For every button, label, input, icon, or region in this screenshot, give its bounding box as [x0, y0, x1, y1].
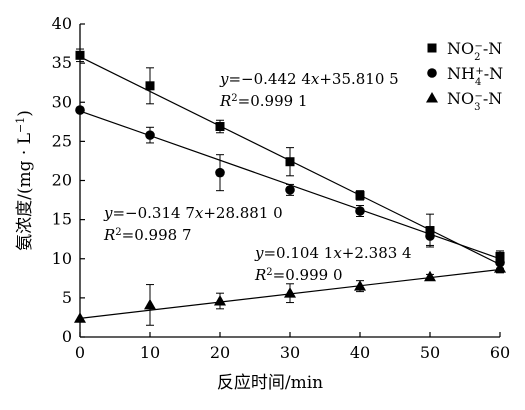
data-point — [215, 167, 225, 178]
legend-entry: NH4+-N — [427, 64, 503, 88]
y-tick-label: 10 — [52, 249, 72, 268]
r-squared-label: R2=0.998 7 — [103, 226, 192, 244]
data-point — [145, 130, 155, 140]
data-point — [494, 262, 506, 273]
data-point — [284, 287, 296, 298]
x-tick-label: 30 — [280, 343, 300, 362]
legend-label: NO3−-N — [447, 89, 502, 113]
x-axis-title: 反应时间/min — [217, 373, 323, 393]
data-point — [495, 251, 505, 261]
data-point — [355, 190, 365, 200]
data-point — [215, 122, 225, 132]
data-point — [424, 270, 436, 282]
data-point — [355, 206, 365, 216]
data-point — [214, 295, 226, 306]
x-tick-label: 20 — [210, 343, 230, 362]
legend-marker — [427, 43, 437, 53]
x-tick-label: 40 — [350, 343, 370, 362]
y-axis-title: 氨浓度/(mg · L−1) — [14, 110, 36, 251]
y-tick-label: 40 — [52, 14, 72, 33]
r-squared-label: R2=0.999 1 — [219, 92, 308, 110]
equation-label: y=0.104 1x+2.383 4 — [254, 244, 412, 262]
data-point — [144, 298, 156, 310]
data-point — [285, 185, 295, 195]
legend-marker — [426, 92, 438, 103]
y-tick-label: 20 — [52, 171, 72, 190]
y-tick-label: 30 — [52, 92, 72, 111]
data-point — [354, 280, 366, 291]
legend-label: NO2−-N — [447, 39, 502, 63]
y-tick-label: 15 — [52, 210, 72, 229]
r-squared-label: R2=0.999 0 — [254, 266, 343, 284]
y-tick-label: 25 — [52, 131, 72, 150]
x-tick-label: 50 — [420, 343, 440, 362]
x-tick-label: 10 — [140, 343, 160, 362]
labels: 反应时间/min 氨浓度/(mg · L−1) y=−0.442 4x+35.810… — [14, 70, 412, 393]
legend-entry: NO3−-N — [426, 89, 502, 113]
data-point — [425, 231, 435, 241]
series-circle — [75, 105, 505, 269]
y-tick-label: 35 — [52, 53, 72, 72]
equation-label: y=−0.314 7x+28.881 0 — [103, 204, 283, 222]
x-tick-label: 0 — [75, 343, 85, 362]
axes: 0 5 10 15 20 25 30 35 40 0 10 20 30 40 50 60 — [52, 14, 511, 362]
data-point — [285, 157, 295, 167]
plot-area — [74, 48, 506, 326]
y-tick-label: 5 — [62, 288, 72, 307]
x-tick-label: 60 — [490, 343, 510, 362]
legend-entry: NO2−-N — [427, 39, 502, 63]
equation-label: y=−0.442 4x+35.810 5 — [219, 70, 399, 88]
legend-marker — [427, 68, 437, 78]
data-point — [145, 81, 155, 91]
legend-label: NH4+-N — [447, 64, 503, 88]
y-tick-label: 0 — [62, 327, 72, 346]
